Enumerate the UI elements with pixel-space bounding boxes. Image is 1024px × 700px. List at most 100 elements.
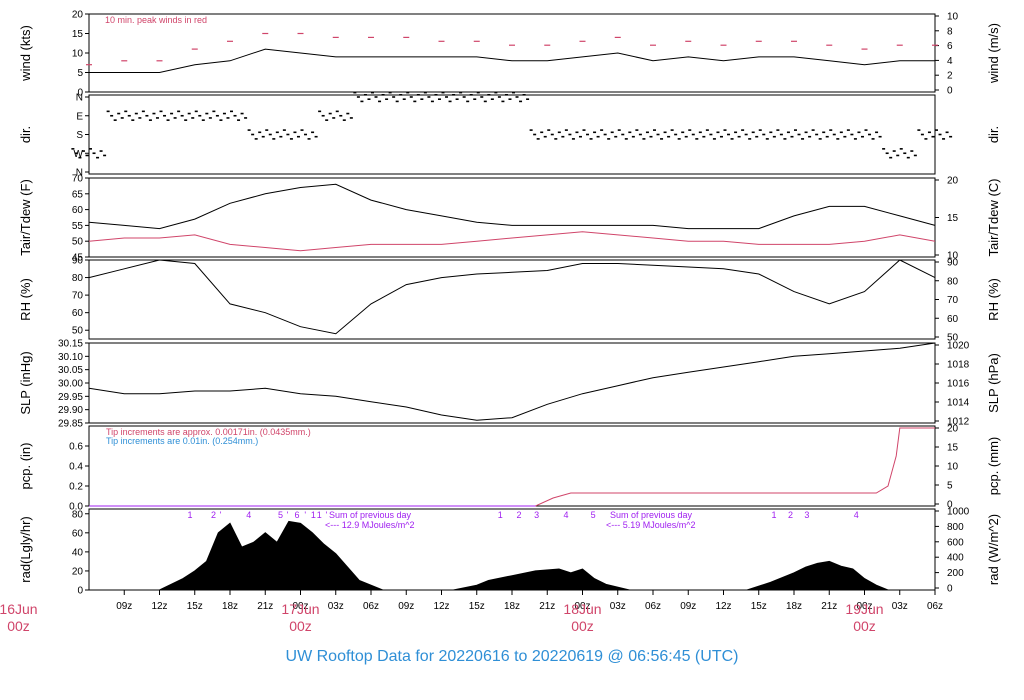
day-time-label: 00z <box>7 618 30 634</box>
x-tick-label: 12z <box>433 601 449 612</box>
y-tick-label: 5 <box>77 68 83 79</box>
y-tick-label: 90 <box>72 256 84 267</box>
series-line-slp-0 <box>88 342 936 421</box>
y-tick-label: 30.15 <box>58 339 83 350</box>
y-tick-label-right: 4 <box>947 56 953 67</box>
y-tick-label: 29.90 <box>58 405 83 416</box>
y-tick-label: 0.0 <box>69 502 83 513</box>
panel-frame-wind <box>88 13 936 93</box>
y-tick-label-right: 2 <box>947 71 953 82</box>
y-axis-label: RH (%) <box>18 278 33 321</box>
y-tick-label: 15 <box>72 29 84 40</box>
y-tick-label-right: 8 <box>947 26 953 37</box>
y-tick-label-right: 20 <box>947 176 959 187</box>
y-axis-label-right: wind (m/s) <box>986 23 1001 84</box>
y-tick-label: 60 <box>72 205 84 216</box>
panel-frame-dir <box>88 94 936 175</box>
y-axis-label-right: rad (W/m^2) <box>986 514 1001 585</box>
y-tick-label: 29.85 <box>58 419 83 430</box>
radiation-hour-marker: 3 <box>804 510 809 520</box>
x-tick-label: 06z <box>363 601 379 612</box>
y-tick-label: 50 <box>72 326 84 337</box>
y-tick-label: 60 <box>72 528 84 539</box>
radiation-hour-marker: 1 <box>772 510 777 520</box>
y-tick-label: 29.95 <box>58 392 83 403</box>
radiation-hour-marker: 5 <box>591 510 596 520</box>
tip-increment-note-blue: Tip increments are 0.01in. (0.254mm.) <box>106 436 258 446</box>
y-tick-label: 0.4 <box>69 462 83 473</box>
y-axis-label: SLP (inHg) <box>18 351 33 414</box>
radiation-hour-marker: 2 <box>517 510 522 520</box>
y-tick-label-right: 0 <box>947 584 953 595</box>
day-time-label: 00z <box>571 618 594 634</box>
y-tick-label-right: 70 <box>947 295 959 306</box>
radiation-sum-value: <--- 5.19 MJoules/m^2 <box>606 520 696 530</box>
y-tick-label-right: 1014 <box>947 398 970 409</box>
y-tick-label: 0 <box>77 88 83 99</box>
y-tick-label-right: 400 <box>947 553 964 564</box>
y-tick-label: 60 <box>72 308 84 319</box>
y-axis-label: dir. <box>18 126 33 143</box>
series-line-precip-0 <box>89 427 935 507</box>
x-tick-label: 06z <box>927 601 943 612</box>
y-tick-label: 45 <box>72 253 84 264</box>
y-tick-label-right: 5 <box>947 481 953 492</box>
x-tick-label: 18z <box>786 601 802 612</box>
y-tick-label: 30.10 <box>58 352 83 363</box>
day-label: 16Jun <box>0 601 38 617</box>
peak-wind-note: 10 min. peak winds in red <box>105 15 207 25</box>
panel-frame-temperature <box>88 177 936 258</box>
radiation-hour-marker: 3 <box>534 510 539 520</box>
x-tick-label: 00z <box>856 601 872 612</box>
tip-increment-note: Tip increments are approx. 0.00171in. (0… <box>106 427 311 437</box>
y-tick-label: W <box>74 149 84 160</box>
x-tick-label: 00z <box>292 601 308 612</box>
y-tick-label-right: 0 <box>947 86 953 97</box>
y-axis-label: Tair/Tdew (F) <box>18 179 33 256</box>
y-tick-label: 0 <box>77 586 83 597</box>
x-tick-label: 12z <box>715 601 731 612</box>
y-axis-label-right: pcp. (mm) <box>986 437 1001 496</box>
x-tick-label: 03z <box>892 601 908 612</box>
y-tick-label-right: 10 <box>947 251 959 262</box>
y-tick-label: 55 <box>72 221 84 232</box>
y-tick-label: 0.2 <box>69 482 83 493</box>
radiation-hour-marker: 5 <box>278 510 283 520</box>
x-tick-label: 18z <box>222 601 238 612</box>
y-tick-label-right: 200 <box>947 568 964 579</box>
x-tick-label: 06z <box>645 601 661 612</box>
y-tick-label: 20 <box>72 566 84 577</box>
radiation-hour-marker: 6 <box>294 510 299 520</box>
y-axis-label-right: SLP (hPa) <box>986 353 1001 413</box>
y-axis-label: wind (kts) <box>18 25 33 82</box>
y-tick-label: 65 <box>72 189 84 200</box>
y-tick-label: E <box>76 111 83 122</box>
y-tick-label-right: 50 <box>947 333 959 344</box>
y-tick-label: 40 <box>72 547 84 558</box>
y-tick-label: S <box>76 130 83 141</box>
y-tick-label: 20 <box>72 10 84 21</box>
series-line-temperature-0 <box>88 183 936 230</box>
x-tick-label: 21z <box>257 601 273 612</box>
y-tick-label-right: 10 <box>947 12 959 23</box>
radiation-hour-marker: ' <box>304 510 306 520</box>
y-axis-label-right: RH (%) <box>986 278 1001 321</box>
y-tick-label: 50 <box>72 237 84 248</box>
y-tick-label-right: 1012 <box>947 417 970 428</box>
day-label: 17Jun <box>281 601 319 617</box>
y-axis-label: pcp. (in) <box>18 443 33 490</box>
x-tick-label: 09z <box>398 601 414 612</box>
y-tick-label-right: 1016 <box>947 379 970 390</box>
y-tick-label-right: 1018 <box>947 360 970 371</box>
radiation-area <box>159 520 889 591</box>
x-tick-label: 03z <box>610 601 626 612</box>
x-tick-label: 12z <box>151 601 167 612</box>
day-label: 18Jun <box>563 601 601 617</box>
radiation-hour-marker: 4 <box>564 510 569 520</box>
y-tick-label-right: 10 <box>947 462 959 473</box>
y-tick-label: 30.05 <box>58 365 83 376</box>
x-tick-label: 18z <box>504 601 520 612</box>
y-tick-label-right: 1000 <box>947 507 970 518</box>
y-axis-label: rad(Lgly/hr) <box>18 516 33 582</box>
